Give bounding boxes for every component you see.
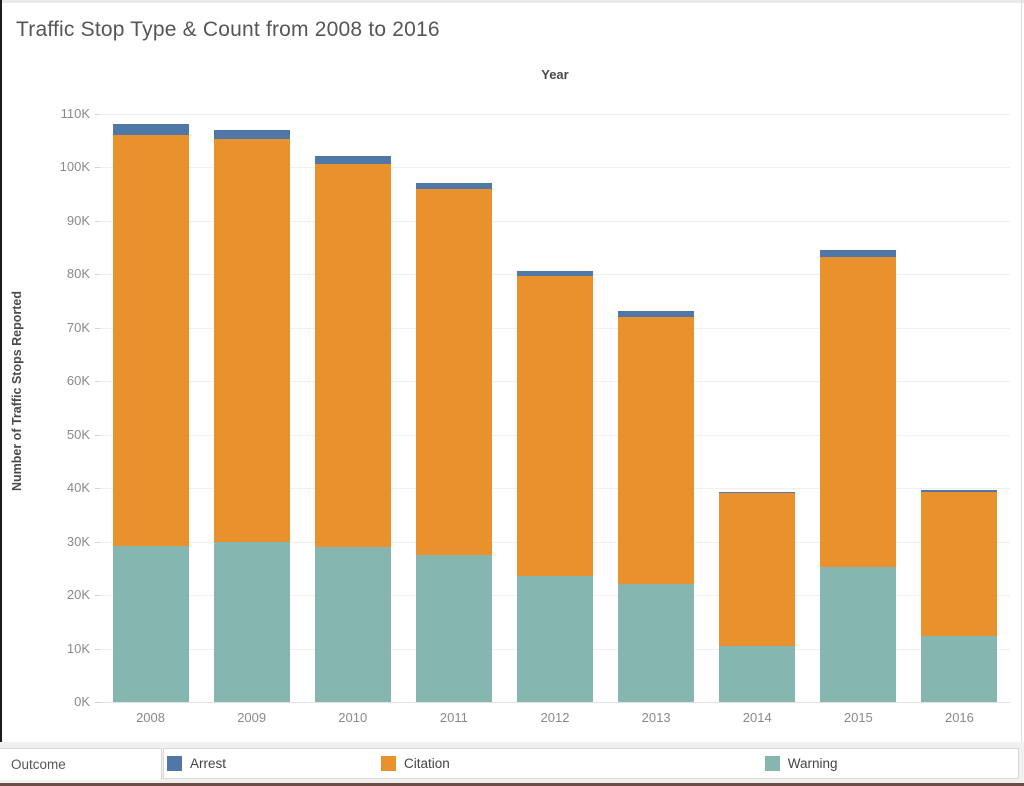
segment-citation-2008[interactable] [112, 134, 189, 547]
color-legend: Arrest Citation Warning [163, 748, 1019, 779]
bar-2010[interactable] [314, 90, 391, 702]
y-tick-label-110K: 110K [60, 105, 90, 121]
x-tick-label-2010: 2010 [338, 710, 368, 725]
x-tick-label-2011: 2011 [439, 710, 468, 725]
legend-title-card: Outcome [0, 748, 162, 780]
y-tick-label-40K: 40K [66, 480, 90, 495]
bar-2012[interactable] [517, 90, 593, 702]
legend-title: Outcome [11, 757, 66, 772]
y-tick-label-20K: 20K [66, 587, 90, 602]
bar-2014[interactable] [719, 90, 796, 702]
y-tick-label-30K: 30K [66, 533, 90, 549]
legend-swatch-warning[interactable] [764, 756, 780, 771]
x-tick-label-2008: 2008 [136, 710, 165, 725]
legend-swatch-arrest[interactable] [167, 756, 182, 771]
gridline-110K [100, 113, 1010, 115]
segment-arrest-2016[interactable] [921, 489, 998, 492]
segment-arrest-2008[interactable] [112, 124, 189, 135]
segment-warning-2013[interactable] [618, 584, 695, 702]
y-axis-title: Number of Traffic Stops Reported [10, 290, 24, 492]
segment-arrest-2009[interactable] [213, 129, 290, 139]
window-bottom-edge [0, 783, 1024, 786]
segment-citation-2015[interactable] [820, 256, 897, 567]
legend-label-arrest: Arrest [190, 756, 227, 771]
window-top-edge [0, 0, 1024, 3]
legend-item-arrest[interactable]: Arrest [167, 749, 226, 778]
legend-item-citation[interactable]: Citation [381, 749, 450, 778]
window-right-edge [1021, 0, 1022, 742]
segment-citation-2010[interactable] [314, 164, 391, 547]
segment-warning-2012[interactable] [517, 576, 593, 702]
bar-2011[interactable] [415, 90, 492, 702]
chart-title: Traffic Stop Type & Count from 2008 to 2… [16, 18, 440, 41]
y-tick-mark-50K [95, 434, 100, 436]
segment-arrest-2012[interactable] [517, 271, 593, 277]
y-tick-mark-60K [95, 381, 100, 383]
segment-warning-2014[interactable] [719, 645, 796, 702]
y-tick-mark-70K [95, 327, 100, 329]
segment-arrest-2014[interactable] [719, 491, 796, 493]
x-axis-line [100, 702, 1010, 703]
y-tick-mark-90K [95, 220, 100, 222]
segment-warning-2016[interactable] [921, 636, 998, 702]
x-tick-label-2014: 2014 [742, 710, 772, 725]
segment-citation-2016[interactable] [921, 491, 998, 637]
legend-label-citation: Citation [404, 756, 450, 771]
y-tick-mark-30K [95, 541, 100, 543]
segment-warning-2009[interactable] [213, 541, 290, 702]
legend-swatch-citation[interactable] [381, 756, 397, 771]
y-tick-mark-40K [95, 488, 100, 489]
segment-arrest-2013[interactable] [618, 311, 695, 317]
segment-arrest-2011[interactable] [415, 183, 492, 189]
legend-item-warning[interactable]: Warning [764, 749, 838, 778]
window-left-edge [0, 0, 2, 786]
y-tick-mark-80K [95, 274, 100, 276]
y-tick-label-60K: 60K [66, 373, 90, 389]
legend-label-warning: Warning [787, 756, 838, 771]
segment-citation-2013[interactable] [618, 316, 695, 585]
segment-arrest-2015[interactable] [820, 249, 897, 257]
y-tick-mark-110K [95, 113, 100, 115]
y-tick-mark-100K [95, 167, 100, 169]
x-tick-label-2012: 2012 [540, 710, 570, 725]
segment-citation-2011[interactable] [415, 188, 492, 555]
segment-arrest-2010[interactable] [314, 156, 391, 165]
y-tick-label-90K: 90K [66, 212, 90, 228]
bar-2009[interactable] [213, 90, 290, 702]
segment-warning-2010[interactable] [314, 546, 391, 702]
y-tick-label-100K: 100K [59, 159, 90, 175]
gridline-90K [100, 220, 1010, 222]
x-tick-label-2015: 2015 [843, 710, 873, 725]
x-axis-title: Year [541, 67, 569, 82]
segment-citation-2012[interactable] [517, 276, 593, 577]
segment-warning-2008[interactable] [112, 546, 189, 702]
x-tick-label-2016: 2016 [944, 710, 974, 725]
y-tick-label-70K: 70K [66, 319, 90, 335]
legend-row: Outcome Arrest Citation Warning [0, 742, 1024, 783]
segment-citation-2009[interactable] [213, 138, 290, 542]
bar-2013[interactable] [618, 90, 695, 702]
bar-2016[interactable] [921, 90, 998, 702]
y-tick-mark-10K [95, 648, 100, 650]
y-tick-label-0K: 0K [74, 694, 90, 709]
x-tick-label-2009: 2009 [237, 710, 267, 725]
y-tick-label-10K: 10K [66, 640, 90, 656]
bar-2015[interactable] [820, 90, 897, 702]
gridline-100K [100, 167, 1010, 169]
x-tick-label-2013: 2013 [641, 710, 671, 725]
segment-citation-2014[interactable] [719, 492, 796, 646]
y-tick-mark-20K [95, 595, 100, 596]
y-tick-mark-0K [95, 702, 100, 703]
segment-warning-2015[interactable] [820, 566, 897, 702]
bar-2008[interactable] [112, 90, 189, 702]
y-tick-label-50K: 50K [66, 426, 90, 442]
segment-warning-2011[interactable] [415, 554, 492, 702]
y-tick-label-80K: 80K [66, 266, 90, 282]
